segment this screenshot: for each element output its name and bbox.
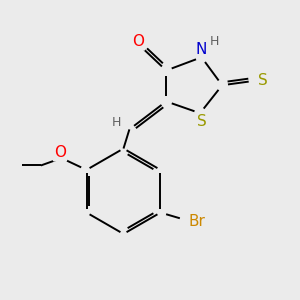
Text: H: H — [112, 116, 121, 128]
Text: S: S — [197, 114, 206, 129]
Text: O: O — [54, 145, 66, 160]
Text: H: H — [210, 35, 220, 48]
Text: S: S — [258, 73, 268, 88]
Text: Br: Br — [188, 214, 205, 229]
Text: N: N — [196, 41, 207, 56]
Text: O: O — [132, 34, 144, 50]
